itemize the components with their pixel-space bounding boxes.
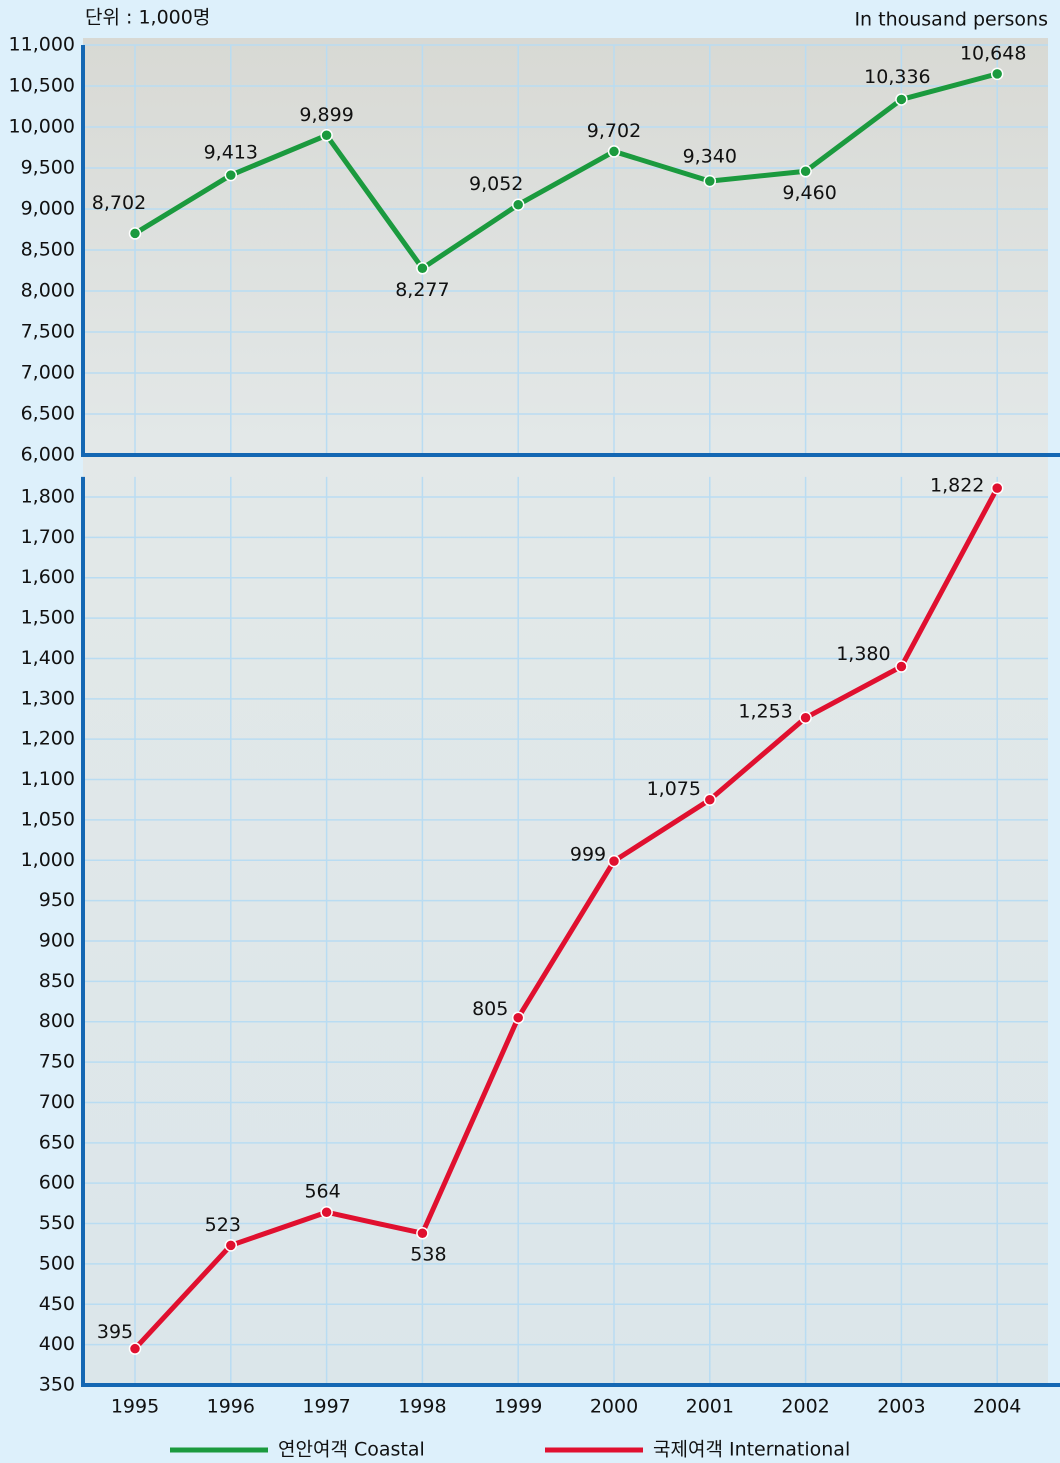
y-tick-label: 1,050: [21, 808, 75, 830]
point: [320, 1205, 333, 1219]
y-tick-label: 6,000: [21, 444, 75, 466]
point: [895, 660, 908, 673]
y-tick-label: 400: [39, 1333, 75, 1355]
y-tick-label: 500: [39, 1252, 75, 1274]
y-tick-label: 6,500: [21, 403, 75, 425]
point: [511, 198, 525, 211]
y-tick-label: 550: [39, 1212, 75, 1234]
y-tick-label: 1,700: [21, 526, 75, 548]
point: [511, 1011, 525, 1024]
point: [416, 262, 429, 275]
y-tick-label: 11,000: [9, 34, 75, 56]
y-tick-label: 800: [39, 1010, 75, 1032]
point: [799, 711, 812, 725]
point: [990, 67, 1004, 81]
y-tick-label: 1,800: [21, 486, 75, 508]
data-label: 10,336: [864, 66, 930, 88]
point: [128, 1342, 142, 1355]
data-label: 805: [472, 998, 508, 1020]
y-tick-label: 10,000: [9, 116, 75, 138]
y-tick-label: 600: [39, 1172, 75, 1194]
point: [224, 168, 238, 182]
point: [607, 854, 621, 868]
data-label: 538: [410, 1244, 446, 1266]
x-tick-label: 2004: [973, 1396, 1021, 1418]
y-tick-label: 9,000: [21, 198, 75, 220]
point: [224, 1239, 238, 1252]
data-label: 10,648: [960, 42, 1026, 64]
legend-label: 연안여객 Coastal: [278, 1439, 425, 1461]
y-tick-label: 8,500: [21, 239, 75, 261]
y-tick-label: 9,500: [21, 157, 75, 179]
point: [799, 165, 812, 178]
data-label: 523: [205, 1214, 241, 1236]
y-tick-label: 750: [39, 1051, 75, 1073]
x-tick-label: 2002: [781, 1396, 829, 1418]
line: [133, 71, 998, 271]
y-tick-label: 1,600: [21, 566, 75, 588]
y-tick-label: 1,000: [21, 849, 75, 871]
data-label: 9,460: [782, 182, 836, 204]
x-tick-label: 1996: [207, 1396, 255, 1418]
x-tick-label: 1999: [494, 1396, 542, 1418]
y-tick-label: 1,300: [21, 687, 75, 709]
y-tick-label: 350: [39, 1374, 75, 1396]
data-label: 395: [97, 1321, 133, 1343]
unit-label-en: In thousand persons: [854, 9, 1048, 31]
point: [895, 93, 908, 106]
data-label: 9,899: [299, 104, 353, 126]
data-label: 8,702: [92, 192, 146, 214]
point: [703, 793, 717, 806]
point: [320, 129, 333, 142]
data-label: 1,253: [738, 700, 792, 722]
point: [607, 145, 621, 158]
y-tick-label: 10,500: [9, 75, 75, 97]
data-label: 9,702: [587, 120, 641, 142]
point: [128, 227, 142, 240]
unit-label: 단위 : 1,000명: [85, 7, 210, 29]
x-tick-label: 2001: [686, 1396, 734, 1418]
y-tick-label: 1,400: [21, 647, 75, 669]
x-tick-label: 1998: [398, 1396, 446, 1418]
y-tick-label: 1,200: [21, 728, 75, 750]
x-tick-label: 1997: [302, 1396, 350, 1418]
y-tick-label: 900: [39, 930, 75, 952]
data-label: 999: [570, 844, 606, 866]
y-tick-label: 450: [39, 1293, 75, 1315]
y-tick-label: 7,500: [21, 321, 75, 343]
y-tick-label: 7,000: [21, 362, 75, 384]
y-tick-label: 1,100: [21, 768, 75, 790]
data-label: 8,277: [395, 279, 449, 301]
x-tick-label: 2000: [590, 1396, 638, 1418]
data-label: 1,380: [836, 643, 890, 665]
x-tick-label: 1995: [111, 1396, 159, 1418]
y-tick-label: 950: [39, 889, 75, 911]
line: [133, 486, 1000, 1351]
y-tick-label: 700: [39, 1091, 75, 1113]
data-label: 1,075: [647, 778, 701, 800]
point: [990, 481, 1004, 495]
x-tick-label: 2003: [877, 1396, 925, 1418]
y-tick-label: 650: [39, 1131, 75, 1153]
y-tick-label: 8,000: [21, 280, 75, 302]
data-label: 9,413: [204, 142, 258, 164]
data-label: 564: [304, 1181, 340, 1203]
data-label: 9,052: [469, 173, 523, 195]
y-tick-label: 1,500: [21, 607, 75, 629]
plot-background: [83, 38, 1048, 1385]
data-label: 1,822: [930, 475, 984, 497]
point: [416, 1226, 429, 1240]
data-label: 9,340: [683, 146, 737, 168]
point: [703, 174, 717, 188]
y-tick-label: 850: [39, 970, 75, 992]
legend-label: 국제여객 International: [653, 1439, 850, 1461]
